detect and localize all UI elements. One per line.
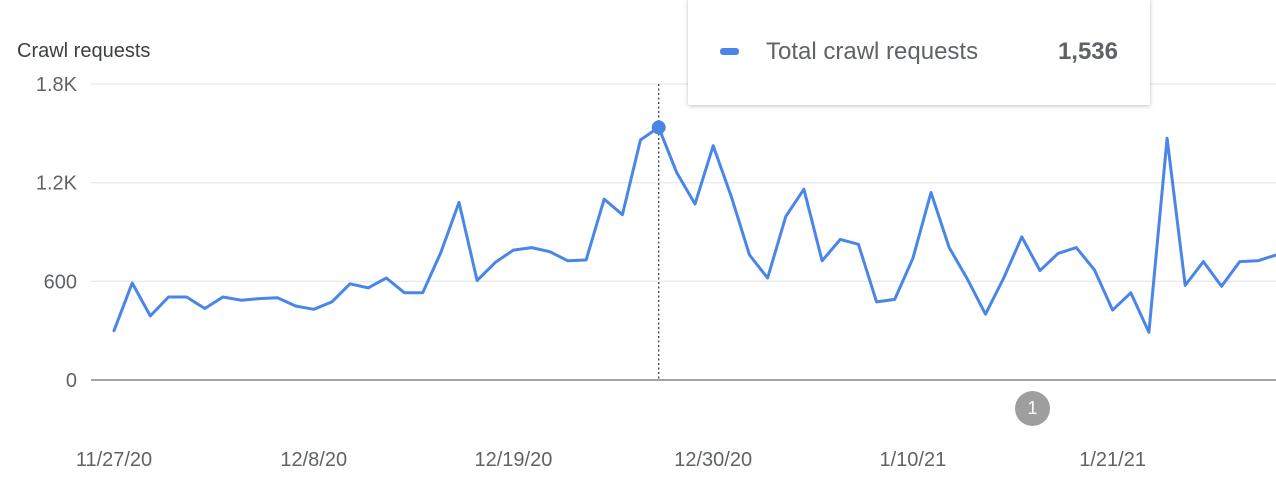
x-tick-label: 12/8/20: [280, 449, 347, 471]
tooltip-series-name: Total crawl requests: [766, 38, 979, 65]
x-tick-label: 1/21/21: [1079, 449, 1146, 471]
y-tick-label: 1.2K: [36, 173, 78, 195]
y-axis-ticks: 1.8K 1.2K 600 0: [36, 74, 78, 392]
x-tick-label: 12/19/20: [475, 449, 553, 471]
y-tick-label: 0: [66, 370, 77, 392]
data-points: [110, 123, 1276, 336]
x-tick-label: 11/27/20: [76, 449, 152, 471]
x-tick-label: 1/10/21: [880, 449, 947, 471]
y-axis-title: Crawl requests: [17, 40, 150, 62]
y-tick-label: 1.8K: [36, 74, 78, 96]
series-line-total-crawl-requests[interactable]: [112, 125, 1276, 334]
y-tick-label: 600: [44, 271, 77, 293]
chart-tooltip: Total crawl requests 1,536: [688, 0, 1150, 105]
x-tick-label: 12/30/20: [674, 449, 752, 471]
x-axis-ticks: 11/27/20 12/8/20 12/19/20 12/30/20 1/10/21 1/…: [76, 449, 1146, 471]
highlighted-data-point[interactable]: [651, 120, 666, 135]
gridlines: [91, 83, 1276, 381]
annotation-badge[interactable]: 1: [1015, 391, 1050, 426]
series-color-swatch: [720, 48, 739, 55]
tooltip-series-value: 1,536: [1057, 38, 1118, 65]
